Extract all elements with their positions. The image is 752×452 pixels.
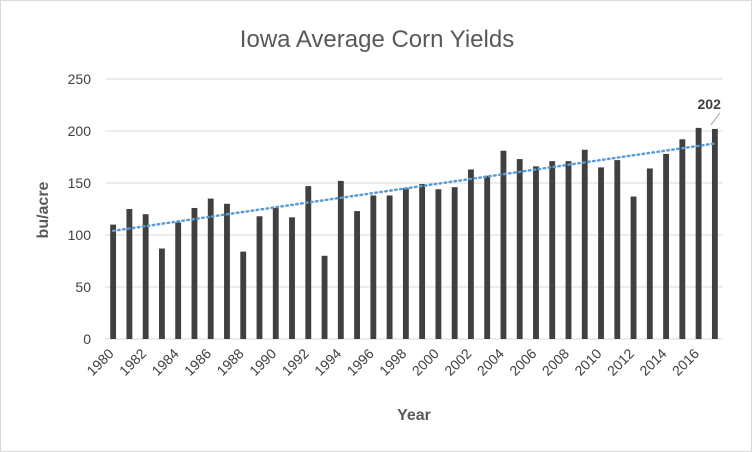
bar-2007 — [549, 161, 556, 339]
y-axis-ticks: 0 50 100 150 200 250 — [68, 71, 92, 347]
y-tick-label: 200 — [68, 123, 92, 139]
bar-1983 — [158, 248, 165, 339]
bar-1985 — [191, 207, 198, 339]
bar-1996 — [370, 195, 377, 339]
x-tick-label: 2010 — [571, 345, 604, 378]
bar-1988 — [240, 251, 247, 339]
bar-2010 — [598, 167, 604, 339]
x-tick-label: 1996 — [344, 345, 377, 378]
bar-1981 — [126, 209, 133, 339]
x-tick-label: 2004 — [474, 345, 507, 378]
bar-1999 — [419, 184, 426, 339]
y-tick-label: 250 — [68, 71, 92, 87]
y-tick-label: 0 — [83, 331, 91, 347]
x-tick-label: 2002 — [441, 345, 474, 378]
x-tick-label: 1990 — [246, 345, 279, 378]
bar-1984 — [175, 222, 182, 339]
bar-2006 — [533, 166, 539, 339]
bar-2011 — [614, 160, 621, 339]
x-axis-ticks: 1980 1982 1984 1986 1988 1990 1992 1994 1996 1998… — [83, 345, 702, 378]
x-tick-label: 1988 — [213, 345, 246, 378]
bar-1982 — [142, 214, 149, 339]
annotation-leader — [710, 112, 721, 126]
bar-1980 — [110, 224, 117, 339]
bar-2012 — [630, 196, 637, 339]
bar-2013 — [646, 168, 653, 339]
x-tick-label: 1984 — [148, 345, 181, 378]
x-tick-label: 2000 — [409, 345, 442, 378]
y-tick-label: 100 — [68, 227, 92, 243]
bar-2008 — [565, 161, 572, 339]
x-tick-label: 2016 — [669, 345, 702, 378]
y-axis-title: bu/acre — [35, 181, 52, 238]
bar-2001 — [451, 187, 458, 339]
x-tick-label: 1986 — [181, 345, 214, 378]
x-tick-label: 2006 — [506, 345, 539, 378]
bar-1995 — [354, 211, 361, 339]
bar-2003 — [484, 175, 491, 339]
bar-1990 — [272, 207, 279, 339]
bar-2004 — [500, 150, 507, 339]
bar-1994 — [337, 180, 344, 339]
x-tick-label: 1980 — [83, 345, 116, 378]
bar-1986 — [207, 198, 214, 339]
trendline — [111, 142, 717, 233]
bar-2009 — [581, 149, 588, 339]
x-tick-label: 1998 — [376, 345, 409, 378]
x-axis-title: Year — [397, 407, 431, 424]
chart-title: Iowa Average Corn Yields — [240, 26, 514, 53]
bar-2000 — [435, 189, 442, 339]
bar-2017 — [711, 128, 718, 339]
bar-2016 — [695, 127, 702, 339]
bar-1993 — [321, 255, 328, 339]
bar-1998 — [402, 188, 409, 339]
x-tick-label: 1982 — [116, 345, 149, 378]
bar-1992 — [305, 186, 312, 339]
bar-2002 — [467, 169, 474, 339]
bar-1997 — [386, 195, 393, 339]
bar-2014 — [663, 153, 670, 339]
bar-2005 — [516, 159, 523, 339]
y-tick-label: 150 — [68, 175, 92, 191]
x-tick-label: 2014 — [636, 345, 669, 378]
bars — [110, 127, 718, 339]
x-tick-label: 1992 — [279, 345, 312, 378]
x-tick-label: 2012 — [604, 345, 637, 378]
gridlines — [105, 78, 723, 340]
trendline-group — [111, 142, 717, 233]
bar-1991 — [289, 217, 295, 339]
bar-2015 — [679, 139, 686, 339]
bar-1989 — [256, 216, 263, 339]
annotation-group: 202 — [698, 96, 722, 126]
y-tick-label: 50 — [75, 279, 91, 295]
annotation-label: 202 — [698, 96, 722, 112]
x-tick-label: 2008 — [539, 345, 572, 378]
x-tick-label: 1994 — [311, 345, 344, 378]
bar-1987 — [224, 203, 230, 339]
